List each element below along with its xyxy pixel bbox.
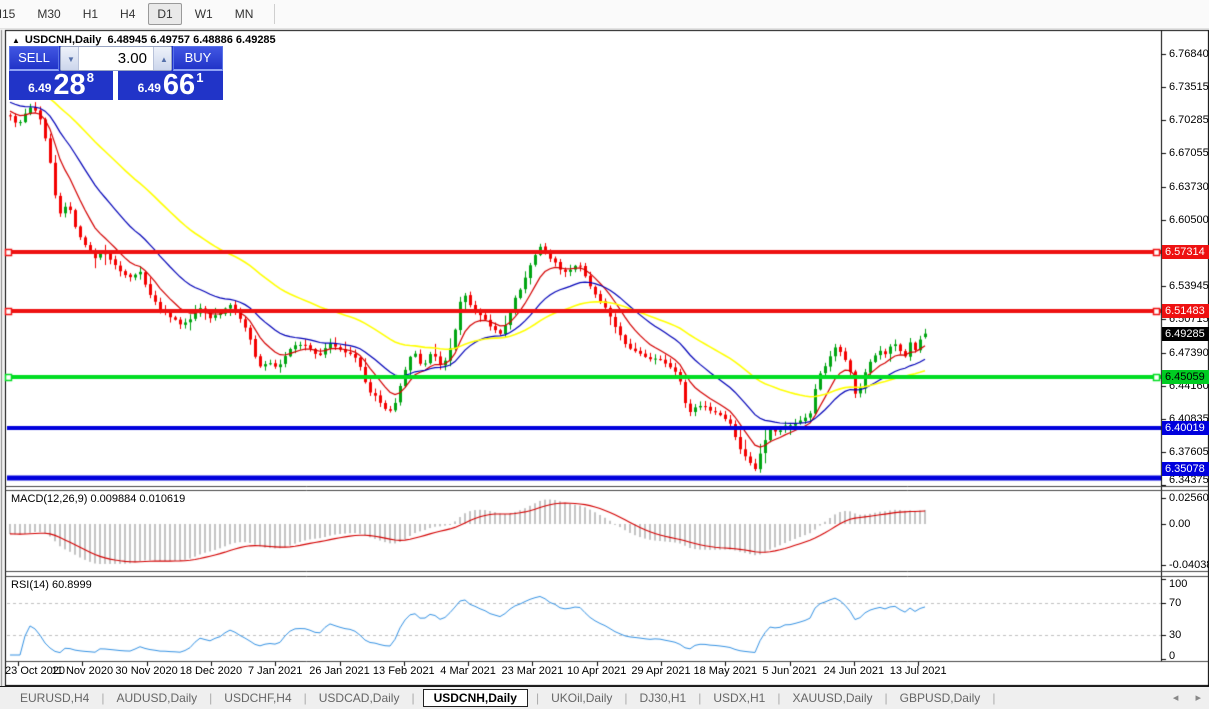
volume-stepper: ▼ ▲ — [60, 46, 172, 71]
volume-decrease-icon[interactable]: ▼ — [61, 47, 79, 70]
price-tag-6-35078: 6.35078 — [1162, 462, 1209, 476]
tab-separator: | — [698, 691, 702, 705]
date-label: 4 Mar 2021 — [440, 665, 496, 677]
date-label: 18 Dec 2020 — [179, 665, 243, 677]
timeframe-button-w1[interactable]: W1 — [194, 7, 213, 21]
tab-separator: | — [101, 691, 105, 705]
tab-separator: | — [777, 691, 781, 705]
tab-usdchf-h4[interactable]: USDCHF,H4 — [224, 691, 292, 705]
tab-separator: | — [411, 691, 415, 705]
macd-indicator-label: MACD(12,26,9) 0.009884 0.010619 — [11, 493, 186, 505]
rsi-scale-label: 30 — [1169, 629, 1182, 641]
tab-separator: | — [624, 691, 628, 705]
chart-symbol-label: USDCNH,Daily — [24, 34, 102, 46]
tab-audusd-daily[interactable]: AUDUSD,Daily — [116, 691, 198, 705]
date-label: 29 Apr 2021 — [631, 665, 691, 677]
timeframe-button-h4[interactable]: H4 — [120, 7, 136, 21]
price-tick-label: 6.60500 — [1169, 213, 1209, 226]
price-tick-label: 6.47390 — [1169, 346, 1209, 359]
macd-scale-label: -0.040389 — [1169, 558, 1209, 571]
rsi-scale-label: 100 — [1169, 578, 1188, 590]
timeframe-button-h1[interactable]: H1 — [82, 7, 99, 21]
toolbar-separator — [274, 4, 276, 24]
tab-usdx-h1[interactable]: USDX,H1 — [713, 691, 766, 705]
date-label: 24 Jun 2021 — [823, 665, 885, 677]
price-tag-6-45059: 6.45059 — [1162, 369, 1209, 384]
price-tick-label: 6.73515 — [1169, 81, 1209, 94]
macd-scale-label: 0.00 — [1169, 517, 1191, 530]
price-tag-6-40019: 6.40019 — [1162, 420, 1209, 435]
tab-separator: | — [535, 691, 540, 705]
timeframe-button-mn[interactable]: MN — [234, 7, 254, 21]
macd-scale-label: 0.025609 — [1169, 491, 1209, 504]
tab-dj30-h1[interactable]: DJ30,H1 — [639, 691, 687, 705]
buy-price-pips: 66 — [162, 69, 196, 101]
date-label: 13 Feb 2021 — [372, 665, 435, 677]
date-label: 26 Jan 2021 — [309, 665, 370, 677]
price-tag-6-51483: 6.51483 — [1162, 304, 1209, 319]
price-tag-6-57314: 6.57314 — [1162, 245, 1209, 259]
tab-separator: | — [303, 691, 307, 705]
price-tick-label: 6.53945 — [1169, 280, 1209, 293]
symbol-tab-bar: EURUSD,H4 | AUDUSD,Daily | USDCHF,H4 | USDCAD,… — [0, 686, 1209, 709]
tab-usdcnh-daily[interactable]: USDCNH,Daily — [422, 689, 528, 707]
sell-price-tile[interactable]: 6.49 28 8 — [9, 69, 113, 101]
timeframe-toolbar: M15 M30 H1 H4 D1 W1 MN — [0, 0, 1209, 29]
buy-price-tile[interactable]: 6.49 66 1 — [118, 69, 223, 101]
tab-separator: | — [209, 691, 213, 705]
date-label: 11 Nov 2020 — [51, 665, 114, 677]
rsi-scale-label: 70 — [1169, 597, 1182, 609]
date-label: 13 Jul 2021 — [889, 665, 947, 677]
timeframe-button-d1[interactable]: D1 — [148, 3, 182, 25]
sell-price-prefix: 6.49 — [28, 81, 52, 95]
sell-price-pips: 28 — [53, 69, 86, 101]
price-tick-label: 6.63730 — [1169, 180, 1209, 193]
buy-button[interactable]: BUY — [173, 46, 223, 71]
date-label: 7 Jan 2021 — [247, 665, 303, 677]
price-tick-label: 6.76840 — [1169, 47, 1209, 60]
volume-input[interactable] — [79, 47, 153, 70]
tab-separator: | — [884, 691, 888, 705]
rsi-scale-label: 0 — [1169, 650, 1176, 662]
date-label: 23 Mar 2021 — [501, 665, 564, 677]
buy-price-prefix: 6.49 — [137, 81, 161, 95]
chart-ohlc-values: 6.48945 6.49757 6.48886 6.49285 — [107, 34, 276, 46]
sell-button[interactable]: SELL — [9, 46, 59, 71]
date-label: 10 Apr 2021 — [567, 665, 627, 677]
date-label: 18 May 2021 — [693, 665, 758, 677]
tab-scroll-controls: ◂ ▸ — [1159, 691, 1201, 704]
timeframe-button-m30[interactable]: M30 — [37, 7, 61, 21]
tab-gbpusd-daily[interactable]: GBPUSD,Daily — [899, 691, 981, 705]
price-tick-label: 6.70285 — [1169, 114, 1209, 127]
price-tick-label: 6.34375 — [1169, 474, 1209, 486]
chart-title: ▲ USDCNH,Daily 6.48945 6.49757 6.48886 6.… — [12, 34, 276, 46]
tab-separator: | — [992, 691, 996, 705]
date-label: 5 Jun 2021 — [762, 665, 817, 677]
tab-usdcad-daily[interactable]: USDCAD,Daily — [318, 691, 400, 705]
sell-price-point: 8 — [86, 70, 94, 85]
buy-price-point: 1 — [196, 70, 204, 85]
price-tick-label: 6.37605 — [1169, 446, 1209, 459]
tab-xauusd-daily[interactable]: XAUUSD,Daily — [792, 691, 873, 705]
date-label: 30 Nov 2020 — [115, 665, 178, 677]
date-label: 23 Oct 2020 — [5, 665, 65, 677]
price-tile-divider — [113, 71, 118, 100]
price-tag-6-49285: 6.49285 — [1162, 326, 1209, 341]
volume-increase-icon[interactable]: ▲ — [153, 47, 171, 70]
collapse-arrow-icon[interactable]: ▲ — [12, 36, 20, 45]
tab-eurusd-h4[interactable]: EURUSD,H4 — [20, 691, 90, 705]
timeframe-button-m15[interactable]: M15 — [0, 7, 16, 21]
price-tick-label: 6.67055 — [1169, 146, 1209, 159]
tab-scroll-right-icon[interactable]: ▸ — [1195, 692, 1201, 704]
tab-ukoil-daily[interactable]: UKOil,Daily — [551, 691, 613, 705]
rsi-indicator-label: RSI(14) 60.8999 — [11, 579, 92, 591]
tab-scroll-left-icon[interactable]: ◂ — [1172, 692, 1179, 704]
